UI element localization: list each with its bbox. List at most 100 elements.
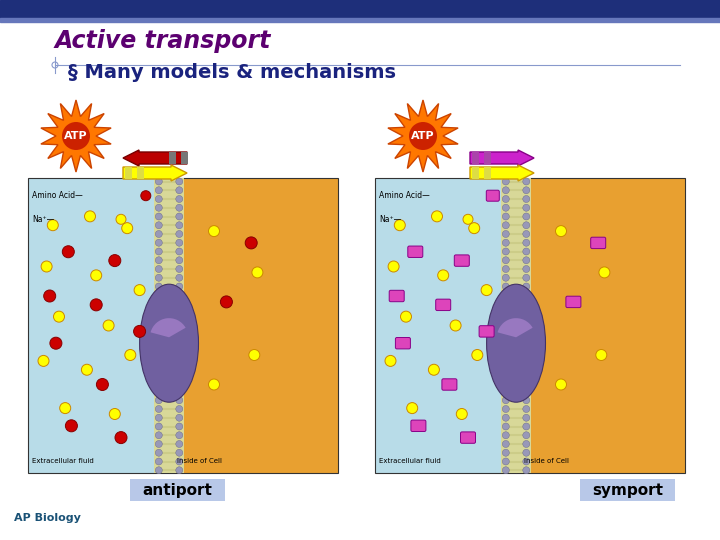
Text: antiport: antiport bbox=[143, 483, 212, 497]
Circle shape bbox=[176, 292, 183, 299]
Circle shape bbox=[156, 195, 162, 202]
Circle shape bbox=[176, 362, 183, 369]
Circle shape bbox=[176, 283, 183, 290]
Circle shape bbox=[156, 309, 162, 316]
FancyArrow shape bbox=[123, 150, 187, 166]
Circle shape bbox=[156, 327, 162, 334]
Circle shape bbox=[156, 379, 162, 386]
Circle shape bbox=[523, 345, 530, 351]
Circle shape bbox=[503, 335, 509, 342]
Circle shape bbox=[156, 231, 162, 238]
Circle shape bbox=[66, 420, 78, 432]
Circle shape bbox=[176, 432, 183, 438]
Bar bbox=[181, 152, 188, 164]
Circle shape bbox=[109, 254, 121, 267]
Text: Extracellular fluid: Extracellular fluid bbox=[379, 458, 441, 464]
Circle shape bbox=[156, 441, 162, 448]
Circle shape bbox=[134, 326, 145, 338]
FancyBboxPatch shape bbox=[408, 246, 423, 258]
Bar bbox=[0, 0, 720, 18]
Circle shape bbox=[246, 237, 257, 249]
Circle shape bbox=[523, 353, 530, 360]
Circle shape bbox=[523, 222, 530, 229]
Circle shape bbox=[503, 256, 509, 264]
Circle shape bbox=[156, 449, 162, 456]
Circle shape bbox=[156, 274, 162, 281]
Circle shape bbox=[523, 248, 530, 255]
Polygon shape bbox=[41, 100, 111, 172]
Circle shape bbox=[523, 362, 530, 369]
Circle shape bbox=[438, 270, 449, 281]
Circle shape bbox=[503, 187, 509, 194]
Circle shape bbox=[596, 349, 607, 361]
Circle shape bbox=[409, 122, 437, 150]
FancyBboxPatch shape bbox=[454, 255, 469, 266]
Circle shape bbox=[156, 292, 162, 299]
Circle shape bbox=[523, 379, 530, 386]
Circle shape bbox=[176, 449, 183, 456]
Circle shape bbox=[523, 423, 530, 430]
Bar bbox=[375, 178, 516, 473]
Circle shape bbox=[156, 222, 162, 229]
Circle shape bbox=[156, 318, 162, 325]
Circle shape bbox=[176, 239, 183, 246]
Circle shape bbox=[523, 441, 530, 448]
Circle shape bbox=[176, 266, 183, 273]
Circle shape bbox=[96, 379, 109, 390]
Circle shape bbox=[176, 327, 183, 334]
Circle shape bbox=[503, 213, 509, 220]
FancyBboxPatch shape bbox=[442, 379, 457, 390]
Circle shape bbox=[450, 320, 461, 331]
Circle shape bbox=[156, 300, 162, 307]
FancyArrow shape bbox=[470, 150, 534, 166]
Circle shape bbox=[523, 239, 530, 246]
Circle shape bbox=[176, 379, 183, 386]
Text: Amino Acid—: Amino Acid— bbox=[379, 191, 430, 200]
Circle shape bbox=[63, 246, 74, 258]
Circle shape bbox=[156, 406, 162, 413]
Circle shape bbox=[388, 261, 399, 272]
Text: ATP: ATP bbox=[411, 131, 435, 141]
Circle shape bbox=[209, 379, 220, 390]
Circle shape bbox=[156, 335, 162, 342]
Circle shape bbox=[523, 231, 530, 238]
Circle shape bbox=[41, 261, 52, 272]
Text: Na⁺—: Na⁺— bbox=[379, 215, 401, 224]
Text: AP Biology: AP Biology bbox=[14, 513, 81, 523]
Circle shape bbox=[523, 327, 530, 334]
Circle shape bbox=[176, 222, 183, 229]
Circle shape bbox=[469, 222, 480, 234]
Circle shape bbox=[481, 285, 492, 295]
Circle shape bbox=[176, 397, 183, 404]
FancyBboxPatch shape bbox=[411, 420, 426, 431]
Circle shape bbox=[400, 311, 412, 322]
Circle shape bbox=[220, 296, 233, 308]
FancyArrow shape bbox=[123, 165, 187, 181]
Circle shape bbox=[523, 335, 530, 342]
Circle shape bbox=[156, 467, 162, 474]
Circle shape bbox=[523, 458, 530, 465]
Circle shape bbox=[109, 408, 120, 420]
Circle shape bbox=[503, 449, 509, 456]
Circle shape bbox=[176, 274, 183, 281]
Bar bbox=[484, 152, 491, 164]
Circle shape bbox=[156, 414, 162, 421]
Circle shape bbox=[503, 362, 509, 369]
Circle shape bbox=[176, 187, 183, 194]
Circle shape bbox=[503, 423, 509, 430]
Circle shape bbox=[122, 222, 132, 234]
Circle shape bbox=[176, 370, 183, 377]
Circle shape bbox=[503, 231, 509, 238]
Circle shape bbox=[503, 353, 509, 360]
Circle shape bbox=[176, 195, 183, 202]
Circle shape bbox=[503, 458, 509, 465]
Circle shape bbox=[523, 187, 530, 194]
Circle shape bbox=[156, 458, 162, 465]
Text: Active transport: Active transport bbox=[55, 29, 271, 53]
Circle shape bbox=[176, 441, 183, 448]
Wedge shape bbox=[150, 318, 186, 338]
Circle shape bbox=[503, 432, 509, 438]
Circle shape bbox=[523, 318, 530, 325]
Circle shape bbox=[523, 449, 530, 456]
Text: Na⁺—: Na⁺— bbox=[32, 215, 54, 224]
